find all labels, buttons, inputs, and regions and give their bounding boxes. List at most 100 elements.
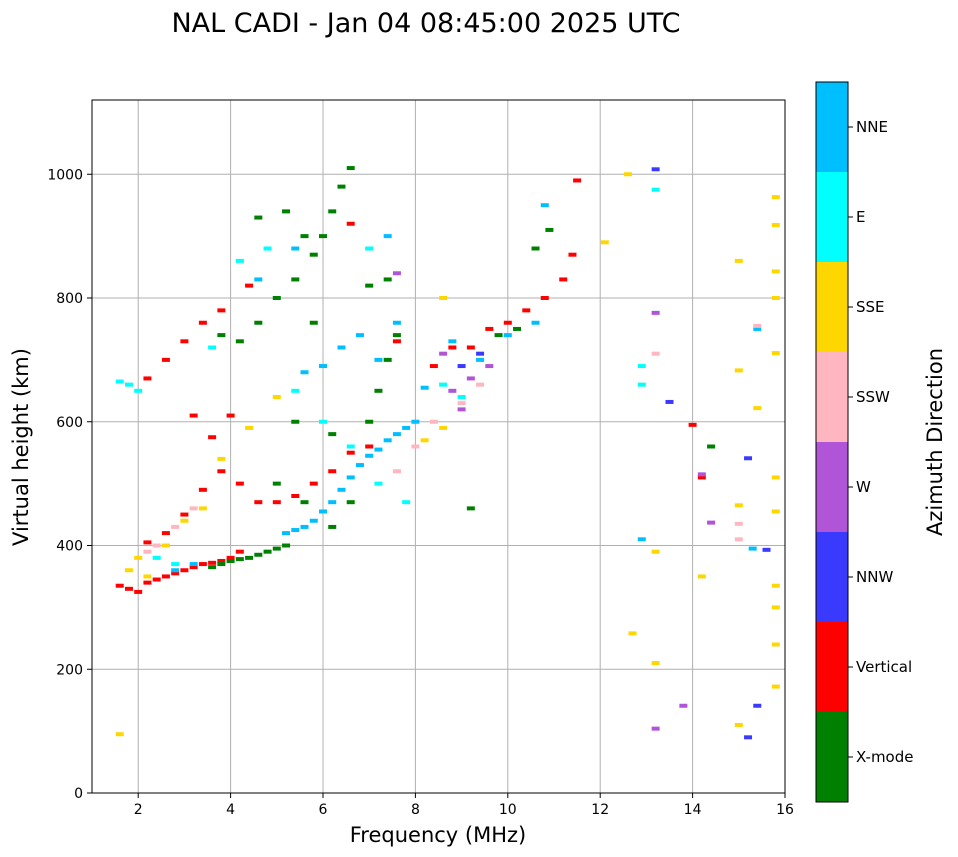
trace-sse xyxy=(115,172,780,737)
data-point xyxy=(771,296,780,300)
data-point xyxy=(337,487,346,492)
data-point xyxy=(355,333,364,338)
data-point xyxy=(545,227,554,232)
data-point xyxy=(115,379,124,384)
data-point xyxy=(337,184,346,189)
data-point xyxy=(217,562,226,567)
colorbar-tick-label: SSW xyxy=(856,388,890,406)
data-point xyxy=(485,364,494,369)
data-point xyxy=(637,364,646,369)
data-point xyxy=(707,520,716,525)
data-point xyxy=(466,376,475,381)
data-point xyxy=(254,500,263,505)
data-point xyxy=(300,500,309,505)
data-point xyxy=(383,234,392,239)
data-point xyxy=(217,308,226,313)
data-point xyxy=(476,357,485,362)
data-point xyxy=(439,425,448,430)
data-point xyxy=(392,432,401,437)
x-tick-label: 4 xyxy=(226,802,235,818)
y-axis-label: Virtual height (km) xyxy=(9,348,33,546)
data-point xyxy=(309,252,318,257)
data-point xyxy=(328,432,337,437)
data-point xyxy=(448,345,457,350)
data-point xyxy=(217,558,226,563)
data-point xyxy=(115,732,124,737)
data-point xyxy=(457,395,466,399)
data-point xyxy=(161,357,170,362)
data-point xyxy=(254,277,263,282)
data-point xyxy=(753,326,762,331)
data-point xyxy=(226,413,235,418)
data-point xyxy=(531,246,540,251)
data-point xyxy=(771,583,780,588)
data-point xyxy=(559,277,568,282)
plot-background xyxy=(92,100,785,793)
data-point xyxy=(208,345,217,350)
trace-ssw xyxy=(143,323,762,554)
data-point xyxy=(411,444,420,449)
data-point xyxy=(134,589,143,594)
data-point xyxy=(171,568,180,573)
data-point xyxy=(651,187,660,192)
data-point xyxy=(651,726,660,731)
data-point xyxy=(208,435,217,440)
data-point xyxy=(346,450,355,455)
data-point xyxy=(263,549,272,554)
data-point xyxy=(291,246,300,251)
data-point xyxy=(152,577,161,582)
data-point xyxy=(134,555,143,560)
x-tick-label: 2 xyxy=(134,802,143,818)
data-point xyxy=(420,385,429,390)
data-point xyxy=(208,565,217,570)
data-point xyxy=(272,546,281,551)
data-point xyxy=(143,376,152,381)
data-point xyxy=(124,568,133,573)
data-point xyxy=(753,703,762,708)
data-point xyxy=(291,388,300,393)
trace-x-mode xyxy=(208,166,716,570)
data-point xyxy=(392,469,401,474)
data-point xyxy=(328,209,337,214)
data-point xyxy=(457,401,466,406)
data-point xyxy=(143,574,152,579)
data-point xyxy=(272,395,281,399)
data-point xyxy=(457,407,466,412)
data-point xyxy=(623,172,632,177)
data-point xyxy=(457,364,466,369)
data-point xyxy=(319,509,327,514)
trace-vertical xyxy=(115,178,706,594)
data-point xyxy=(392,339,401,344)
data-point xyxy=(189,413,198,418)
data-point xyxy=(734,258,743,263)
data-point xyxy=(753,323,762,328)
data-point xyxy=(734,521,743,526)
data-point xyxy=(245,425,254,430)
data-point xyxy=(679,703,688,708)
data-point xyxy=(198,506,207,511)
trace-w xyxy=(392,271,716,731)
data-point xyxy=(346,444,355,449)
data-point xyxy=(476,382,485,387)
colorbar-segment xyxy=(816,532,848,622)
data-point xyxy=(161,531,170,536)
y-tick-label: 0 xyxy=(74,786,83,802)
y-tick-label: 800 xyxy=(56,291,83,307)
y-tick-label: 200 xyxy=(56,662,83,678)
colorbar-label: Azimuth Direction xyxy=(923,348,947,536)
data-point xyxy=(319,364,327,369)
data-point xyxy=(198,320,207,325)
data-point xyxy=(226,558,235,563)
data-point xyxy=(152,543,161,548)
x-tick-label: 14 xyxy=(684,802,702,818)
data-point xyxy=(771,475,780,480)
data-point xyxy=(365,453,374,458)
data-point xyxy=(143,540,152,545)
data-point xyxy=(734,537,743,542)
data-point xyxy=(600,240,609,245)
data-point xyxy=(272,296,281,300)
data-point xyxy=(235,258,244,263)
data-point xyxy=(189,565,198,570)
data-point xyxy=(291,494,300,498)
data-point xyxy=(198,562,207,567)
